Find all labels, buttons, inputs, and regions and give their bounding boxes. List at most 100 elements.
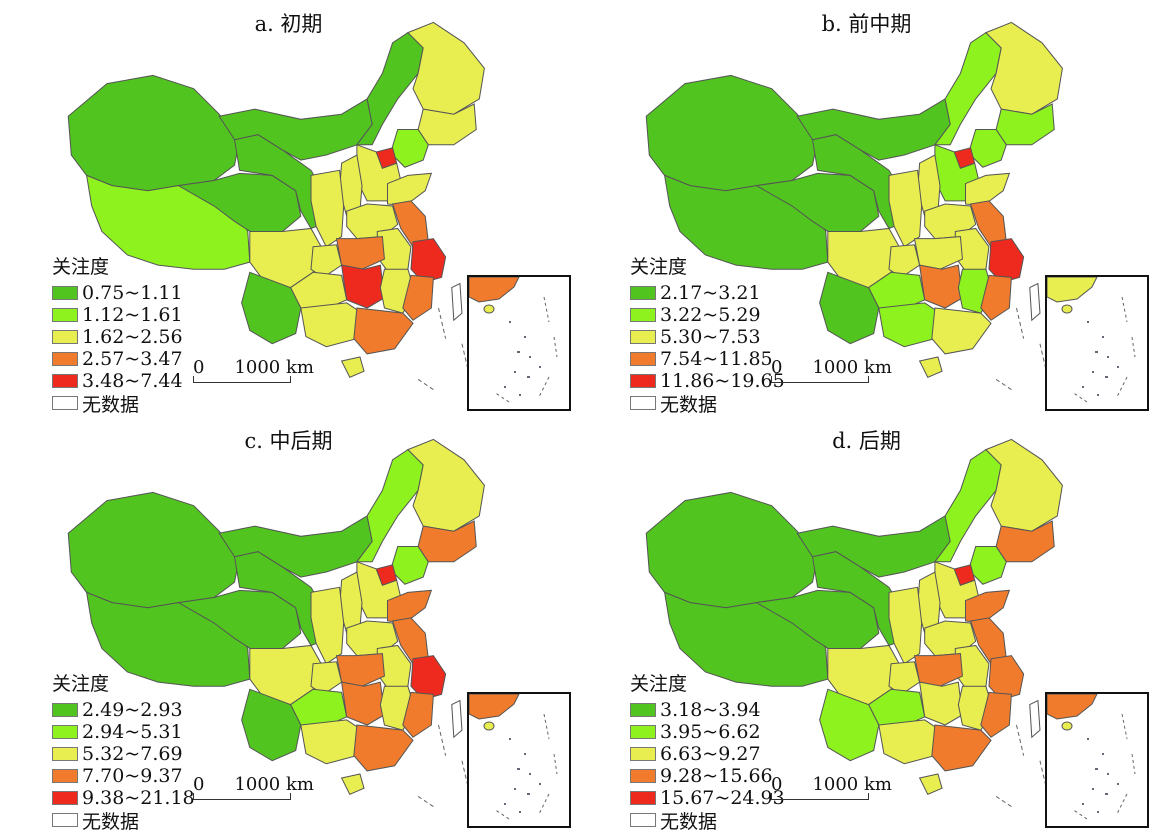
scale-zero: 0 bbox=[771, 357, 783, 378]
china-map bbox=[645, 21, 1063, 391]
province-taiwan bbox=[451, 282, 463, 322]
province-shaanxi bbox=[888, 169, 923, 248]
legend-label: 6.63~9.27 bbox=[660, 743, 761, 765]
legend-item: 7.54~11.85 bbox=[630, 348, 785, 370]
scale-zero: 0 bbox=[193, 774, 205, 795]
legend-label: 3.22~5.29 bbox=[660, 304, 761, 326]
province-hunan bbox=[918, 681, 963, 726]
south-china-sea-inset bbox=[467, 275, 571, 411]
legend-label: 9.38~21.18 bbox=[82, 787, 195, 809]
legend: 关注度 2.49~2.93 2.94~5.31 5.32~7.69 7.70~9.37 9… bbox=[52, 669, 195, 833]
legend-item: 2.57~3.47 bbox=[52, 348, 183, 370]
legend: 关注度 0.75~1.11 1.12~1.61 1.62~2.56 2.57~3.47 3… bbox=[52, 252, 183, 416]
scale-zero: 0 bbox=[771, 774, 783, 795]
legend-item: 0.75~1.11 bbox=[52, 282, 183, 304]
legend-label: 15.67~24.93 bbox=[660, 787, 785, 809]
province-yunnan bbox=[241, 271, 302, 345]
scale-zero: 0 bbox=[193, 357, 205, 378]
maritime-boundary bbox=[995, 724, 1048, 808]
province-qinghai bbox=[176, 589, 302, 653]
legend-item: 6.63~9.27 bbox=[630, 743, 785, 765]
legend-label: 2.57~3.47 bbox=[82, 348, 183, 370]
legend-item: 7.70~9.37 bbox=[52, 765, 195, 787]
province-nmg-east bbox=[355, 448, 424, 563]
province-shanghai-zhejiang bbox=[988, 238, 1025, 284]
province-chongqing bbox=[888, 661, 921, 696]
scale-label: 0 1000 km bbox=[193, 357, 314, 378]
province-fujian bbox=[980, 274, 1012, 321]
inset-guangdong bbox=[1047, 277, 1098, 303]
legend-item: 无数据 bbox=[52, 809, 195, 833]
province-yunnan bbox=[819, 688, 880, 762]
scale-label: 0 1000 km bbox=[771, 357, 892, 378]
legend-title: 关注度 bbox=[630, 256, 688, 278]
scale-line bbox=[193, 793, 291, 800]
scale-distance: 1000 km bbox=[234, 774, 314, 795]
legend-item: 无数据 bbox=[52, 392, 183, 416]
province-yunnan bbox=[819, 271, 880, 345]
province-hainan bbox=[340, 773, 365, 796]
panel-title: c. 中后期 bbox=[244, 429, 333, 453]
legend-label: 3.48~7.44 bbox=[82, 370, 183, 392]
legend: 关注度 2.17~3.21 3.22~5.29 5.30~7.53 7.54~11.85… bbox=[630, 252, 785, 416]
legend-item: 3.22~5.29 bbox=[630, 304, 785, 326]
legend-label: 11.86~19.65 bbox=[660, 370, 785, 392]
map-panel-d: d. 后期 关注度 3.18~3.94 3.95~6.62 6.63~9.27 9.28~… bbox=[578, 417, 1155, 834]
province-chongqing bbox=[310, 661, 343, 696]
inset-hainan bbox=[483, 304, 495, 314]
panel-title: a. 初期 bbox=[254, 12, 323, 36]
province-shandong bbox=[964, 172, 1011, 207]
province-guangdong bbox=[931, 307, 992, 355]
province-guangdong bbox=[353, 307, 414, 355]
province-hubei bbox=[913, 653, 963, 687]
inset-islands bbox=[1082, 321, 1119, 396]
province-hunan bbox=[340, 681, 385, 726]
legend-swatch bbox=[630, 374, 656, 388]
province-beijing bbox=[953, 564, 976, 586]
legend-label: 无数据 bbox=[660, 393, 718, 416]
legend-swatch bbox=[52, 813, 78, 827]
province-hubei bbox=[913, 236, 963, 270]
legend-swatch bbox=[52, 747, 78, 761]
legend-label: 无数据 bbox=[82, 393, 140, 416]
legend-label: 7.54~11.85 bbox=[660, 348, 773, 370]
province-west bbox=[67, 491, 241, 609]
legend-item: 2.94~5.31 bbox=[52, 721, 195, 743]
province-nmg-east bbox=[355, 31, 424, 146]
province-shanghai-zhejiang bbox=[410, 655, 447, 701]
legend-swatch bbox=[52, 725, 78, 739]
scale-line bbox=[771, 376, 869, 383]
inset-map bbox=[469, 277, 558, 403]
legend-swatch bbox=[52, 330, 78, 344]
inset-hainan bbox=[483, 721, 495, 731]
maritime-boundary bbox=[417, 307, 470, 391]
province-chongqing bbox=[888, 244, 921, 279]
inset-hainan bbox=[1061, 304, 1073, 314]
scale-line bbox=[771, 793, 869, 800]
legend-swatch bbox=[630, 308, 656, 322]
province-shanghai-zhejiang bbox=[410, 238, 447, 284]
scale-bar: 0 1000 km bbox=[193, 774, 314, 800]
province-hunan bbox=[340, 264, 385, 309]
legend-title: 关注度 bbox=[52, 256, 110, 278]
map-panel-c: c. 中后期关注度 2.49~2.93 2.94~5.31 5.32~7.69 7.70… bbox=[0, 417, 577, 834]
province-shaanxi bbox=[310, 169, 345, 248]
legend-swatch bbox=[630, 813, 656, 827]
scale-line bbox=[193, 376, 291, 383]
legend-swatch bbox=[52, 308, 78, 322]
inset-guangdong bbox=[469, 694, 520, 720]
legend-label: 0.75~1.11 bbox=[82, 282, 183, 304]
inset-islands bbox=[1082, 738, 1119, 813]
province-beijing bbox=[953, 147, 976, 169]
scale-bar: 0 1000 km bbox=[771, 774, 892, 800]
legend-label: 5.32~7.69 bbox=[82, 743, 183, 765]
province-shandong bbox=[964, 589, 1011, 624]
inset-boundary bbox=[1071, 296, 1136, 403]
legend-label: 无数据 bbox=[660, 810, 718, 833]
legend-title: 关注度 bbox=[630, 673, 688, 695]
legend-swatch bbox=[630, 725, 656, 739]
legend-label: 5.30~7.53 bbox=[660, 326, 761, 348]
province-yunnan bbox=[241, 688, 302, 762]
inset-guangdong bbox=[1047, 694, 1098, 720]
legend-swatch bbox=[52, 374, 78, 388]
